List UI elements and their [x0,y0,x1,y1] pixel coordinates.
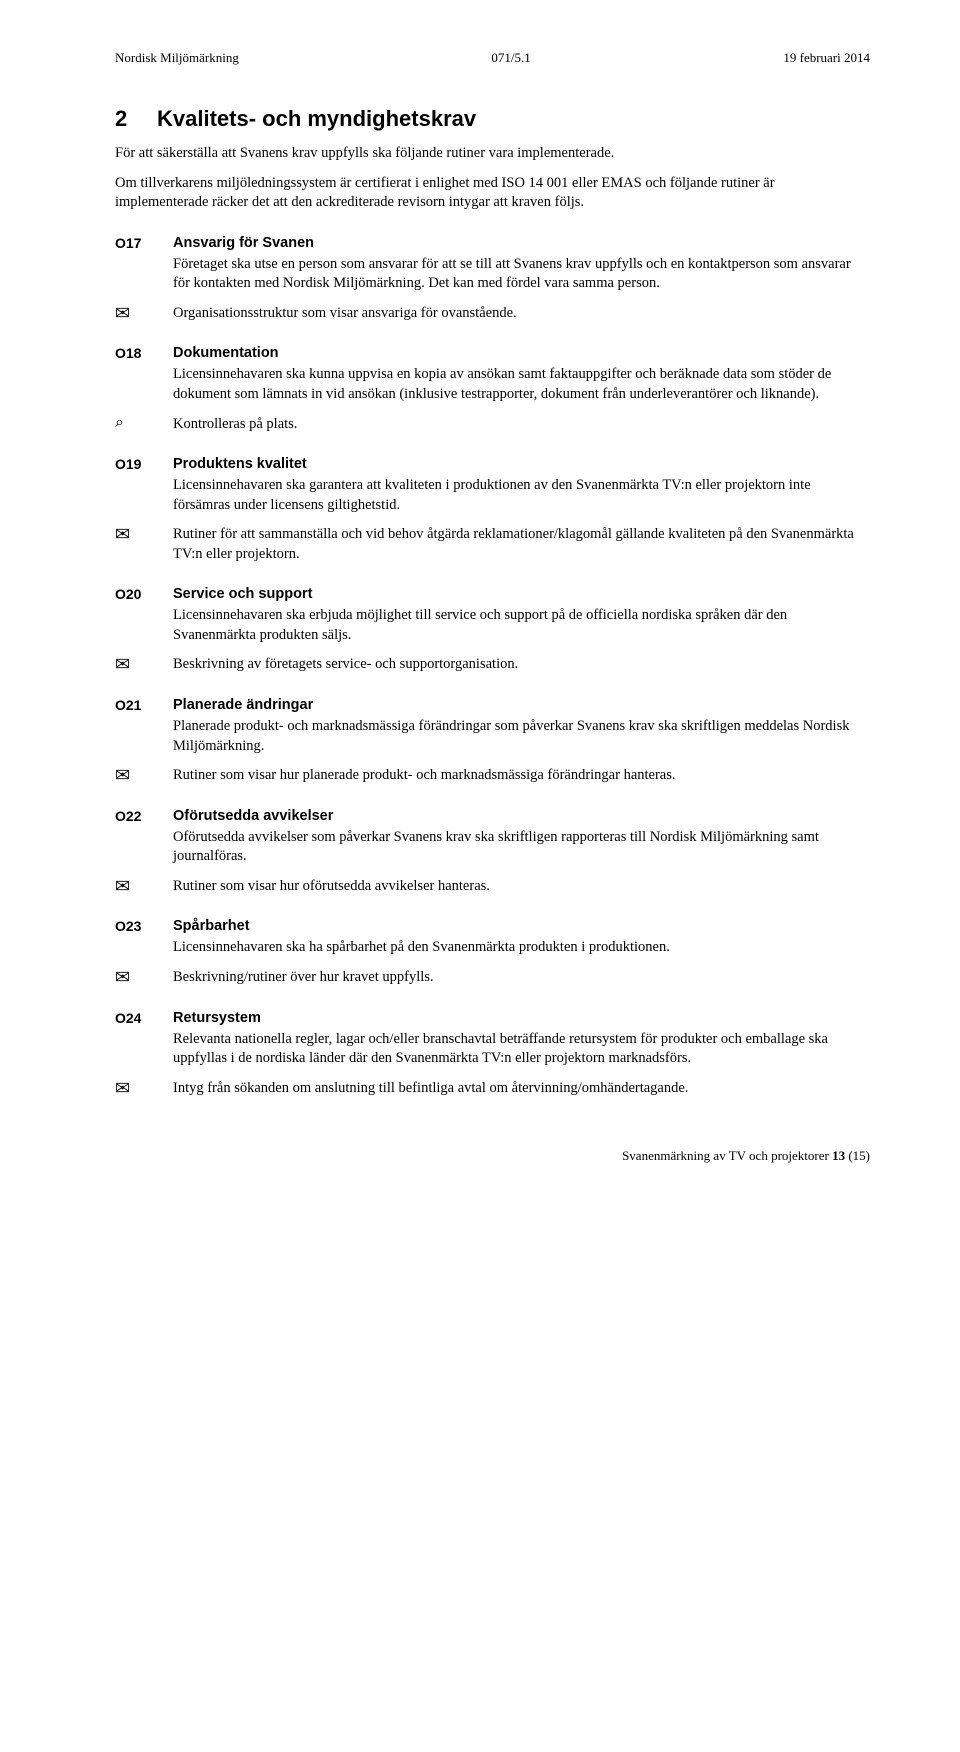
req-text: Relevanta nationella regler, lagar och/e… [173,1030,870,1069]
req-code: O17 [115,235,173,298]
req-body: Spårbarhet Licensinnehavaren ska ha spår… [173,918,870,962]
evidence-row: ✉ Intyg från sökanden om anslutning till… [115,1079,870,1099]
req-text: Licensinnehavaren ska erbjuda möjlighet … [173,606,870,645]
footer-text: Svanenmärkning av TV och projektorer [622,1148,829,1163]
req-code: O18 [115,345,173,408]
req-title: Service och support [173,586,870,602]
req-text: Licensinnehavaren ska ha spårbarhet på d… [173,938,870,958]
evidence-row: ✉ Rutiner som visar hur planerade produk… [115,766,870,786]
requirement-o19: O19 Produktens kvalitet Licensinnehavare… [115,456,870,519]
envelope-icon: ✉ [115,525,173,564]
intro-paragraph-1: För att säkerställa att Svanens krav upp… [115,144,870,164]
section-title: Kvalitets- och myndighetskrav [157,106,476,131]
envelope-icon: ✉ [115,655,173,675]
evidence-text: Intyg från sökanden om anslutning till b… [173,1079,870,1099]
evidence-row: ✉ Beskrivning av företagets service- och… [115,655,870,675]
evidence-row: ✉ Beskrivning/rutiner över hur kravet up… [115,968,870,988]
req-text: Licensinnehavaren ska kunna uppvisa en k… [173,365,870,404]
req-body: Produktens kvalitet Licensinnehavaren sk… [173,456,870,519]
req-code: O23 [115,918,173,962]
envelope-icon: ✉ [115,968,173,988]
evidence-row: ⌕ Kontrolleras på plats. [115,415,870,435]
req-code: O20 [115,586,173,649]
footer-page-number: 13 [832,1148,845,1163]
running-header: Nordisk Miljömärkning 071/5.1 19 februar… [115,50,870,66]
req-title: Dokumentation [173,345,870,361]
evidence-text: Beskrivning av företagets service- och s… [173,655,870,675]
requirement-o18: O18 Dokumentation Licensinnehavaren ska … [115,345,870,408]
req-body: Service och support Licensinnehavaren sk… [173,586,870,649]
requirement-o22: O22 Oförutsedda avvikelser Oförutsedda a… [115,808,870,871]
req-title: Produktens kvalitet [173,456,870,472]
section-heading: 2Kvalitets- och myndighetskrav [115,106,870,132]
evidence-text: Rutiner som visar hur oförutsedda avvike… [173,877,870,897]
evidence-text: Organisationsstruktur som visar ansvarig… [173,304,870,324]
evidence-text: Rutiner som visar hur planerade produkt-… [173,766,870,786]
requirement-o20: O20 Service och support Licensinnehavare… [115,586,870,649]
requirement-o23: O23 Spårbarhet Licensinnehavaren ska ha … [115,918,870,962]
req-title: Planerade ändringar [173,697,870,713]
evidence-row: ✉ Rutiner för att sammanställa och vid b… [115,525,870,564]
evidence-text: Beskrivning/rutiner över hur kravet uppf… [173,968,870,988]
req-body: Ansvarig för Svanen Företaget ska utse e… [173,235,870,298]
req-code: O21 [115,697,173,760]
evidence-row: ✉ Organisationsstruktur som visar ansvar… [115,304,870,324]
evidence-row: ✉ Rutiner som visar hur oförutsedda avvi… [115,877,870,897]
intro-paragraph-2: Om tillverkarens miljöledningssystem är … [115,174,870,213]
req-text: Företaget ska utse en person som ansvara… [173,255,870,294]
footer-total-pages: (15) [848,1148,870,1163]
req-title: Oförutsedda avvikelser [173,808,870,824]
section-number: 2 [115,106,157,132]
req-code: O22 [115,808,173,871]
header-left: Nordisk Miljömärkning [115,50,239,66]
header-right: 19 februari 2014 [783,50,870,66]
req-body: Planerade ändringar Planerade produkt- o… [173,697,870,760]
envelope-icon: ✉ [115,877,173,897]
req-text: Oförutsedda avvikelser som påverkar Svan… [173,828,870,867]
req-title: Retursystem [173,1010,870,1026]
req-title: Spårbarhet [173,918,870,934]
magnifier-icon: ⌕ [115,415,173,435]
envelope-icon: ✉ [115,304,173,324]
req-text: Planerade produkt- och marknadsmässiga f… [173,717,870,756]
requirement-o21: O21 Planerade ändringar Planerade produk… [115,697,870,760]
req-code: O19 [115,456,173,519]
req-body: Dokumentation Licensinnehavaren ska kunn… [173,345,870,408]
evidence-text: Kontrolleras på plats. [173,415,870,435]
req-body: Retursystem Relevanta nationella regler,… [173,1010,870,1073]
page: Nordisk Miljömärkning 071/5.1 19 februar… [0,0,960,1204]
evidence-text: Rutiner för att sammanställa och vid beh… [173,525,870,564]
header-center: 071/5.1 [491,50,530,66]
req-body: Oförutsedda avvikelser Oförutsedda avvik… [173,808,870,871]
req-code: O24 [115,1010,173,1073]
page-footer: Svanenmärkning av TV och projektorer 13 … [115,1148,870,1164]
req-text: Licensinnehavaren ska garantera att kval… [173,476,870,515]
requirement-o17: O17 Ansvarig för Svanen Företaget ska ut… [115,235,870,298]
req-title: Ansvarig för Svanen [173,235,870,251]
requirement-o24: O24 Retursystem Relevanta nationella reg… [115,1010,870,1073]
envelope-icon: ✉ [115,1079,173,1099]
envelope-icon: ✉ [115,766,173,786]
